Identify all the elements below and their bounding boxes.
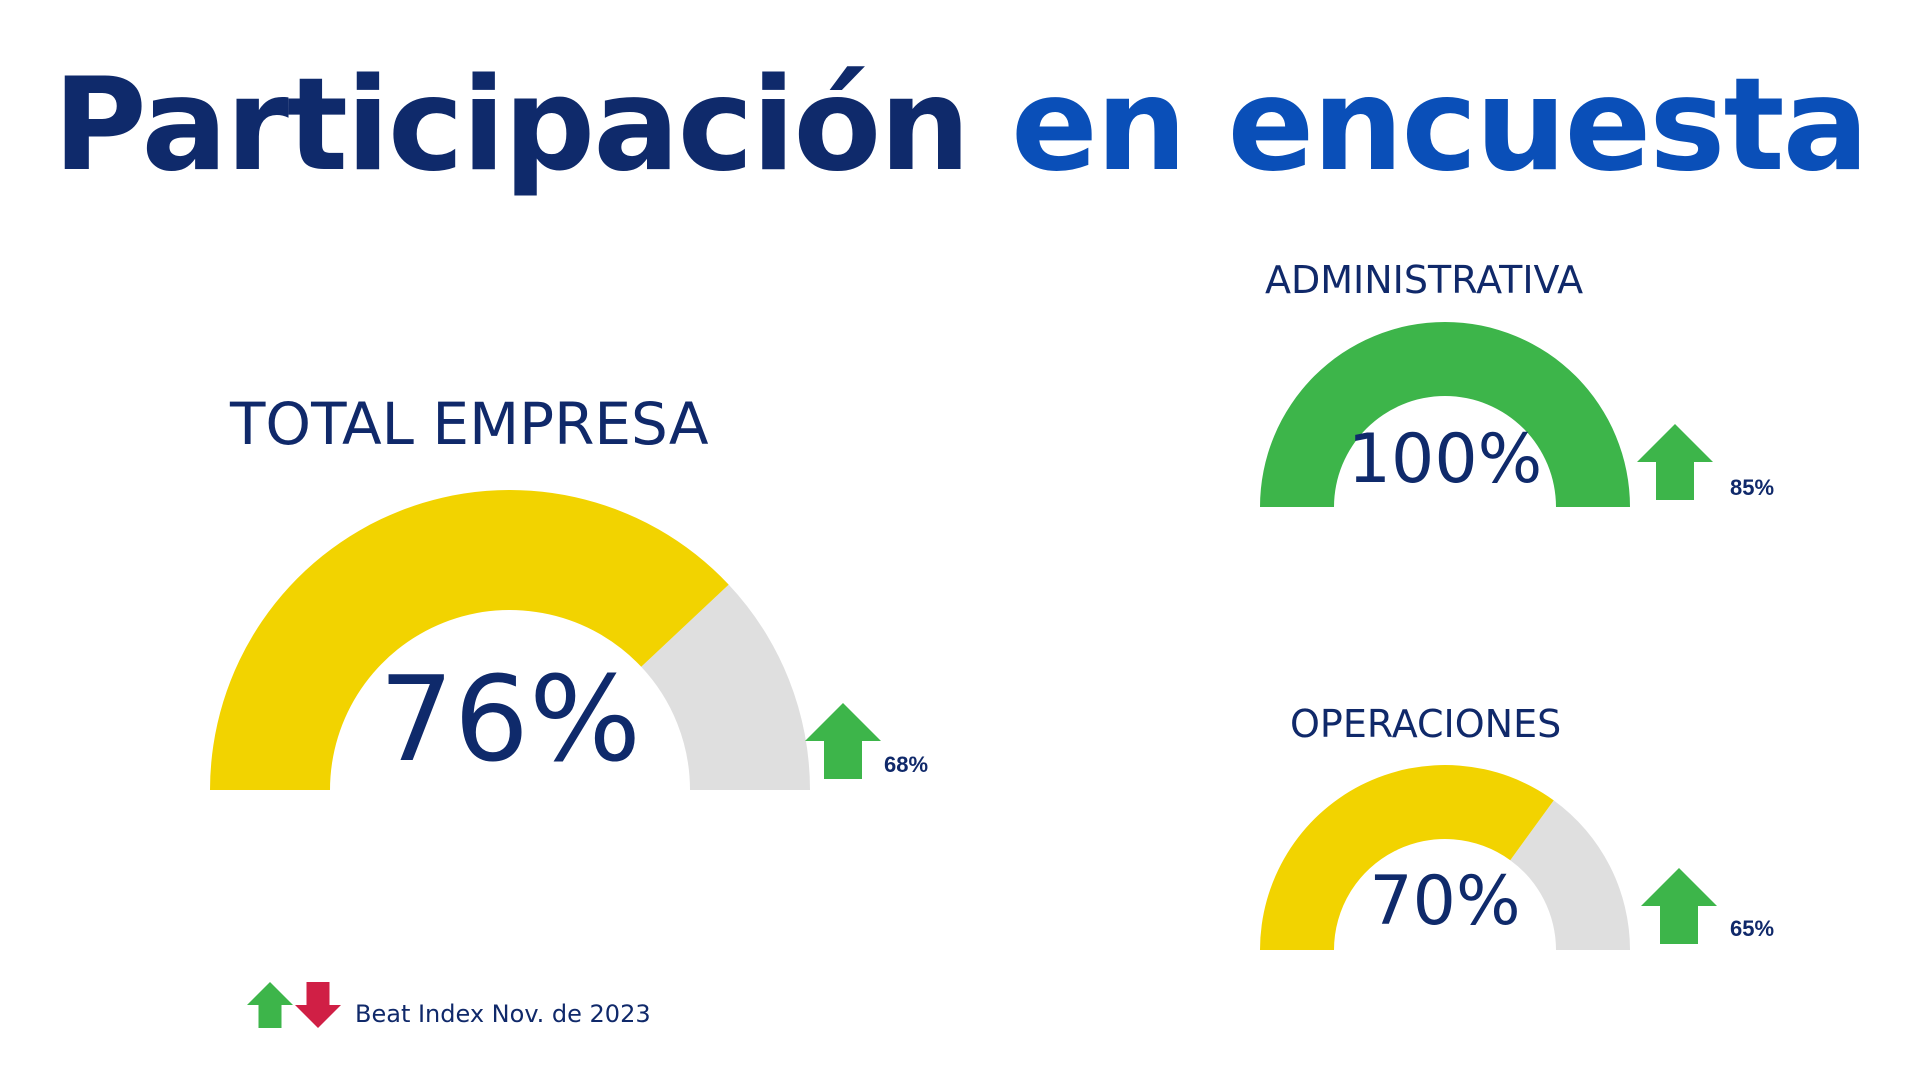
legend-arrow-down-icon <box>295 982 341 1028</box>
arrow-up-icon <box>1637 424 1713 500</box>
arrow-up-icon <box>805 703 881 779</box>
gauge-value-total-empresa: 76% <box>378 650 642 788</box>
gauge-previous-total-empresa: 68% <box>884 752 929 777</box>
title-part-1: Participación <box>52 51 970 200</box>
legend-label: Beat Index Nov. de 2023 <box>355 1000 651 1028</box>
gauge-value-arc <box>210 489 729 790</box>
legend-arrow-up-icon <box>247 982 293 1028</box>
gauge-total-empresa <box>210 489 810 790</box>
gauge-value-administrativa: 100% <box>1347 420 1543 499</box>
gauge-previous-operaciones: 65% <box>1730 916 1775 941</box>
gauge-title-operaciones: OPERACIONES <box>1290 702 1562 746</box>
gauge-remaining-arc <box>641 584 810 790</box>
gauge-value-arc <box>1260 765 1554 950</box>
gauge-title-administrativa: ADMINISTRATIVA <box>1265 258 1584 302</box>
gauge-value-arc <box>1260 322 1630 507</box>
arrow-up-icon <box>1641 868 1717 944</box>
gauge-administrativa <box>1260 322 1630 507</box>
title-part-2: en encuesta <box>1011 51 1869 200</box>
gauge-title-total-empresa: TOTAL EMPRESA <box>230 390 709 458</box>
gauge-operaciones <box>1260 765 1630 950</box>
gauge-previous-administrativa: 85% <box>1730 475 1775 500</box>
gauge-remaining-arc <box>1510 800 1630 950</box>
arrow-up-shape <box>805 703 881 779</box>
gauge-value-operaciones: 70% <box>1369 862 1521 941</box>
page-title: Participación en encuesta <box>0 62 1920 190</box>
